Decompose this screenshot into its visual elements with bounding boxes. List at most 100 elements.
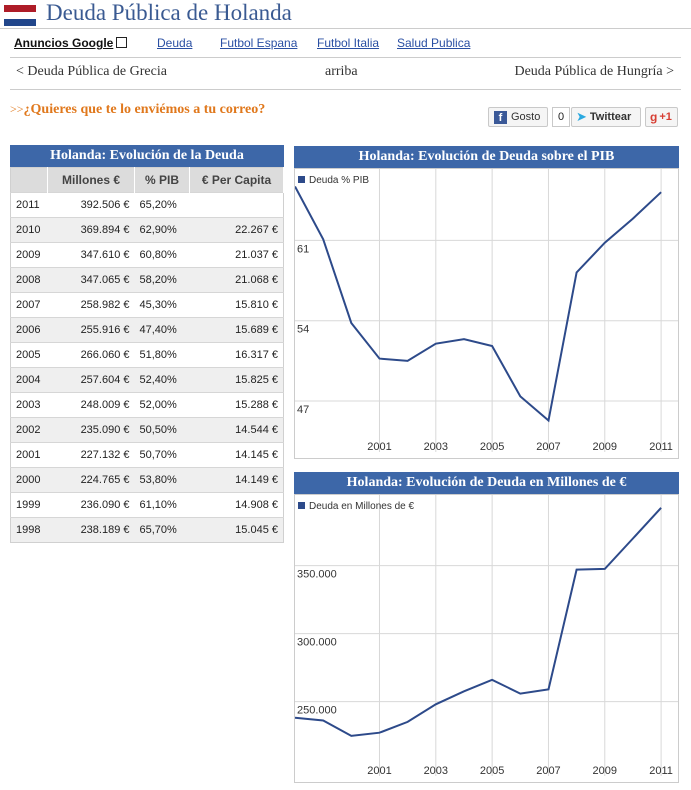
chart-millones-svg: 2001 2003 2005 2007 2009 2011 250.000 300.000 35… <box>295 495 678 777</box>
table-cell: 257.604 € <box>47 367 135 393</box>
like-count: 0 <box>552 107 570 127</box>
netherlands-flag-icon <box>4 5 36 26</box>
table-cell: 235.090 € <box>47 417 135 443</box>
table-row: 2009 347.610 €60,80% 21.037 € <box>10 242 284 268</box>
nav-link-futbol-espana[interactable]: Futbol Espana <box>220 36 298 50</box>
table-cell: 61,10% <box>134 492 190 518</box>
up-link[interactable]: arriba <box>325 64 358 79</box>
table-cell: 50,70% <box>134 442 190 468</box>
table-cell: 1999 <box>10 492 48 518</box>
y-tick-label: 47 <box>297 404 309 416</box>
table-header-row: Millones € % PIB € Per Capita <box>10 167 284 193</box>
debt-table: Millones € % PIB € Per Capita 2011 392.50… <box>10 167 284 543</box>
chart-millones: 2001 2003 2005 2007 2009 2011 250.000 300.000 35… <box>294 494 679 783</box>
table-cell <box>189 192 284 218</box>
table-cell: 255.916 € <box>47 317 135 343</box>
twitter-bird-icon: ➤ <box>576 109 587 124</box>
y-tick-label: 250.000 <box>297 705 337 717</box>
legend-label: Deuda en Millones de € <box>309 501 415 512</box>
table-cell: 14.145 € <box>189 442 284 468</box>
table-cell: 60,80% <box>134 242 190 268</box>
x-tick-label: 2005 <box>480 441 504 453</box>
table-cell: 2008 <box>10 267 48 293</box>
table-cell: 50,50% <box>134 417 190 443</box>
table-cell: 58,20% <box>134 267 190 293</box>
x-tick-label: 2001 <box>367 441 391 453</box>
chart-pib-svg: 2001 2003 2005 2007 2009 2011 47 54 61 Deuda % PI… <box>295 169 678 453</box>
series-line <box>295 507 662 737</box>
table-cell: 227.132 € <box>47 442 135 468</box>
next-page-link[interactable]: Deuda Pública de Hungría > <box>514 64 674 79</box>
table-cell: 65,20% <box>134 192 190 218</box>
table-cell: 51,80% <box>134 342 190 368</box>
table-cell: 15.045 € <box>189 517 284 543</box>
column-header <box>10 167 48 193</box>
table-cell: 21.068 € <box>189 267 284 293</box>
table-cell: 15.825 € <box>189 367 284 393</box>
nav-link-salud-publica[interactable]: Salud Publica <box>397 36 471 50</box>
table-row: 2001 227.132 €50,70% 14.145 € <box>10 442 284 468</box>
table-cell: 14.149 € <box>189 467 284 493</box>
table-cell: 2004 <box>10 367 48 393</box>
divider <box>0 28 691 29</box>
x-tick-label: 2003 <box>424 765 448 777</box>
y-tick-label: 54 <box>297 324 309 336</box>
tweet-label: Twittear <box>589 111 632 123</box>
legend-swatch <box>298 176 305 183</box>
table-cell: 1998 <box>10 517 48 543</box>
table-cell: 236.090 € <box>47 492 135 518</box>
x-tick-label: 2003 <box>424 441 448 453</box>
table-cell: 2007 <box>10 292 48 318</box>
email-subscribe-link[interactable]: >>¿Quieres que te lo enviémos a tu corre… <box>10 102 265 118</box>
table-cell: 2003 <box>10 392 48 418</box>
promo-text: ¿Quieres que te lo enviémos a tu correo? <box>23 102 266 117</box>
external-link-icon <box>116 37 128 48</box>
google-ads-link[interactable]: Anuncios Google <box>14 36 128 50</box>
tweet-button[interactable]: ➤ Twittear <box>571 107 641 127</box>
chart-title-pib: Holanda: Evolución de Deuda sobre el PIB <box>294 146 679 168</box>
column-header: % PIB <box>134 167 190 193</box>
x-tick-label: 2011 <box>649 441 673 453</box>
series-line <box>295 186 662 423</box>
y-tick-label: 300.000 <box>297 637 337 649</box>
table-row: 2000 224.765 €53,80% 14.149 € <box>10 467 284 493</box>
table-cell: 21.037 € <box>189 242 284 268</box>
promo-arrows: >> <box>10 102 24 116</box>
table-row: 2004 257.604 €52,40% 15.825 € <box>10 367 284 393</box>
table-cell: 248.009 € <box>47 392 135 418</box>
nav-link-deuda[interactable]: Deuda <box>157 36 193 50</box>
facebook-icon: f <box>494 110 507 124</box>
table-row: 2006 255.916 €47,40% 15.689 € <box>10 317 284 343</box>
table-cell: 369.894 € <box>47 217 135 243</box>
table-row: 2010 369.894 €62,90% 22.267 € <box>10 217 284 243</box>
table-row: 1999 236.090 €61,10% 14.908 € <box>10 492 284 518</box>
table-cell: 224.765 € <box>47 467 135 493</box>
table-cell: 15.288 € <box>189 392 284 418</box>
prev-page-link[interactable]: < Deuda Pública de Grecia <box>16 64 167 79</box>
x-tick-label: 2001 <box>367 765 391 777</box>
nav-link-futbol-italia[interactable]: Futbol Italia <box>317 36 380 50</box>
table-cell: 2009 <box>10 242 48 268</box>
gplus-label: +1 <box>659 111 672 123</box>
table-cell: 392.506 € <box>47 192 135 218</box>
table-cell: 62,90% <box>134 217 190 243</box>
facebook-like-button[interactable]: f Gosto <box>488 107 548 127</box>
google-plus-button[interactable]: g +1 <box>645 107 678 127</box>
chart-title-millones: Holanda: Evolución de Deuda en Millones … <box>294 472 679 494</box>
table-row: 2008 347.065 €58,20% 21.068 € <box>10 267 284 293</box>
table-cell: 15.689 € <box>189 317 284 343</box>
table-cell: 52,00% <box>134 392 190 418</box>
table-cell: 347.610 € <box>47 242 135 268</box>
like-label: Gosto <box>511 111 541 123</box>
table-cell: 347.065 € <box>47 267 135 293</box>
divider <box>10 89 681 90</box>
table-cell: 53,80% <box>134 467 190 493</box>
y-tick-label: 350.000 <box>297 569 337 581</box>
ads-label: Anuncios Google <box>14 36 114 50</box>
table-row: 2011 392.506 €65,20% <box>10 192 284 218</box>
table-cell: 45,30% <box>134 292 190 318</box>
legend-label: Deuda % PIB <box>309 175 369 186</box>
column-header: Millones € <box>47 167 135 193</box>
table-row: 1998 238.189 €65,70% 15.045 € <box>10 517 284 543</box>
chart-pib: 2001 2003 2005 2007 2009 2011 47 54 61 Deuda % PI… <box>294 168 679 459</box>
